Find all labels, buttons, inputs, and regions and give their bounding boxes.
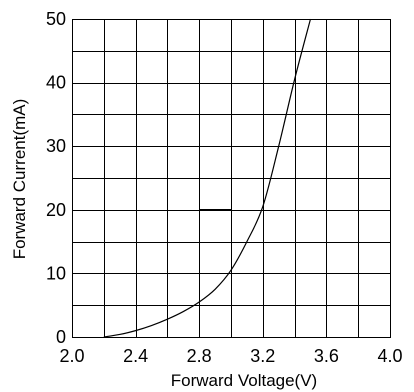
x-tick-label: 3.6 bbox=[314, 346, 339, 366]
x-tick-label: 2.4 bbox=[123, 346, 148, 366]
y-tick-labels: 0 10 20 30 40 50 bbox=[46, 9, 66, 347]
x-tick-labels: 2.0 2.4 2.8 3.2 3.6 4.0 bbox=[59, 346, 402, 366]
y-tick-label: 0 bbox=[56, 327, 66, 347]
y-tick-label: 40 bbox=[46, 73, 66, 93]
y-tick-label: 10 bbox=[46, 263, 66, 283]
x-tick-label: 4.0 bbox=[377, 346, 402, 366]
x-tick-label: 2.8 bbox=[187, 346, 212, 366]
iv-curve-series-0 bbox=[103, 18, 312, 338]
x-axis-label: Forward Voltage(V) bbox=[171, 371, 317, 390]
x-tick-label: 2.0 bbox=[59, 346, 84, 366]
y-tick-label: 20 bbox=[46, 200, 66, 220]
plot-border bbox=[71, 18, 392, 339]
y-axis-label: Forward Current(mA) bbox=[10, 99, 29, 260]
x-tick-label: 3.2 bbox=[250, 346, 275, 366]
y-tick-label: 30 bbox=[46, 136, 66, 156]
plot-frame bbox=[71, 18, 392, 339]
series-layer bbox=[103, 18, 312, 338]
grid bbox=[72, 19, 390, 337]
y-tick-label: 50 bbox=[46, 9, 66, 29]
